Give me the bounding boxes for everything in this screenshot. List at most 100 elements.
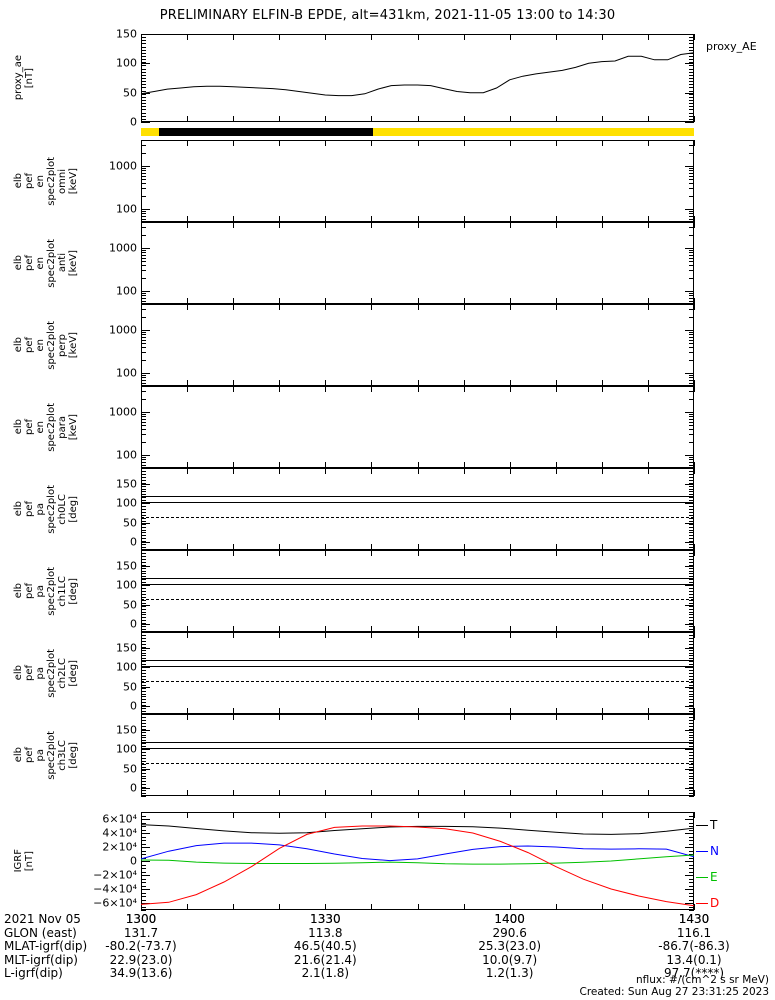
ylabel-line: [deg] bbox=[68, 741, 79, 769]
y-tick-label: 50 bbox=[123, 598, 137, 612]
panel-elb_pef_pa_spec2plot_ch0LC bbox=[141, 468, 694, 550]
legend-swatch-D bbox=[696, 903, 708, 904]
info-cell: 131.7 bbox=[123, 925, 159, 940]
y-tick-label: 0 bbox=[130, 781, 137, 795]
footer-created: Created: Sun Aug 27 23:31:25 2023 bbox=[579, 986, 770, 998]
ylabel-line: pef bbox=[24, 746, 35, 764]
ylabel-line: ch1LC bbox=[57, 575, 68, 607]
y-tick-label: 50 bbox=[123, 516, 137, 530]
spin-phase-segment bbox=[373, 128, 694, 136]
ylabel-line: pef bbox=[24, 664, 35, 682]
spin-phase-segment bbox=[159, 128, 374, 136]
y-tick-label: 100 bbox=[116, 202, 137, 216]
legend-item-N: N bbox=[710, 844, 719, 858]
info-cell: 116.1 bbox=[676, 925, 712, 940]
ylabel-line: anti bbox=[57, 253, 68, 273]
y-tick-label: 150 bbox=[116, 559, 137, 573]
ylabel-line: spec2plot bbox=[46, 320, 57, 370]
ylabel-line: pef bbox=[24, 582, 35, 600]
ylabel-line: spec2plot bbox=[46, 648, 57, 698]
info-cell: -80.2(-73.7) bbox=[105, 939, 177, 953]
ylabel-IGRF: IGRF [nT] bbox=[13, 812, 36, 910]
info-cell: 1400 bbox=[494, 912, 525, 926]
info-cell: 10.0(9.7) bbox=[482, 952, 538, 967]
ylabel-line: [keV] bbox=[68, 249, 79, 277]
ylabel-line: para bbox=[57, 415, 68, 439]
series-layer-IGRF bbox=[141, 824, 694, 907]
ylabel-elb_pef_en_spec2plot_omni: elb pef en spec2plot omni [keV] bbox=[13, 140, 80, 222]
y-tick-label: 100 bbox=[116, 366, 137, 380]
ylabel-line: elb bbox=[13, 255, 24, 271]
y-tick-label: 150 bbox=[116, 477, 137, 491]
ylabel-proxy_ae: proxy_ae [nT] bbox=[13, 34, 36, 122]
ylabel-line: elb bbox=[13, 501, 24, 517]
info-cell: -86.7(-86.3) bbox=[658, 939, 730, 953]
ylabel-elb_pef_pa_spec2plot_ch0LC: elb pef pa spec2plot ch0LC [deg] bbox=[13, 468, 80, 550]
series-T bbox=[141, 824, 694, 835]
reference-line-dashed bbox=[141, 680, 694, 682]
x-tick-label: 1330 bbox=[310, 912, 341, 926]
ylabel-line: pa bbox=[35, 584, 46, 598]
reference-line-dashed bbox=[141, 598, 694, 600]
footer-notes: nflux: #/(cm^2 s sr MeV) Created: Sun Au… bbox=[580, 974, 770, 998]
info-cell: 1330 bbox=[310, 912, 341, 926]
info-cell: 46.5(40.5) bbox=[293, 939, 357, 953]
info-cell: 21.6(21.4) bbox=[293, 952, 357, 967]
ylabel-line: spec2plot bbox=[46, 156, 57, 206]
y-tick-label: 100 bbox=[116, 578, 137, 592]
ylabel-line: pef bbox=[24, 336, 35, 354]
ylabel-line: spec2plot bbox=[46, 402, 57, 452]
legend-item-E: E bbox=[710, 870, 718, 884]
ylabel-line: [keV] bbox=[68, 331, 79, 359]
ylabel-line: elb bbox=[13, 173, 24, 189]
series-layer-proxy_ae bbox=[141, 52, 694, 97]
info-cell: 1430 bbox=[678, 912, 710, 926]
y-tick-label: 50 bbox=[123, 680, 137, 694]
y-tick-label: 100 bbox=[116, 448, 137, 462]
info-row-label: MLAT-igrf(dip) bbox=[4, 939, 88, 953]
footer-units: nflux: #/(cm^2 s sr MeV) bbox=[636, 974, 769, 986]
ylabel-line: elb bbox=[13, 337, 24, 353]
ylabel-line: pa bbox=[35, 748, 46, 762]
panel-elb_pef_en_spec2plot_omni bbox=[141, 140, 694, 222]
ylabel-line: en bbox=[35, 338, 46, 352]
ylabel-elb_pef_pa_spec2plot_ch3LC: elb pef pa spec2plot ch3LC [deg] bbox=[13, 714, 80, 796]
series-proxy_AE bbox=[141, 52, 694, 97]
info-cell: 290.6 bbox=[492, 925, 527, 940]
panel-elb_pef_pa_spec2plot_ch3LC bbox=[141, 714, 694, 796]
panel-elb_pef_en_spec2plot_perp bbox=[141, 304, 694, 386]
y-tick-label: 100 bbox=[116, 742, 137, 756]
ylabel-line: ch2LC bbox=[57, 657, 68, 689]
y-tick-label: 0 bbox=[130, 699, 137, 713]
reference-line-dashed bbox=[141, 516, 694, 518]
y-tick-label: −6×10⁴ bbox=[93, 896, 137, 910]
y-tick-label: 100 bbox=[116, 496, 137, 510]
page-title: PRELIMINARY ELFIN-B EPDE, alt=431km, 202… bbox=[159, 8, 616, 23]
y-tick-label: 50 bbox=[123, 762, 137, 776]
ylabel-elb_pef_en_spec2plot_anti: elb pef en spec2plot anti [keV] bbox=[13, 222, 80, 304]
y-tick-label: 100 bbox=[116, 284, 137, 298]
y-tick-label: 0 bbox=[130, 854, 137, 868]
legend-proxy-ae: proxy_AE bbox=[706, 40, 757, 53]
info-row-label: L-igrf(dip) bbox=[4, 966, 63, 980]
ylabel-line: pa bbox=[35, 666, 46, 680]
ylabel-line: ch3LC bbox=[57, 739, 68, 771]
ylabel-line: pef bbox=[24, 172, 35, 190]
ylabel-line: ch0LC bbox=[57, 493, 68, 525]
x-tick-label: 1430 bbox=[678, 912, 710, 926]
ylabel-elb_pef_en_spec2plot_perp: elb pef en spec2plot perp [keV] bbox=[13, 304, 80, 386]
ylabel-line: spec2plot bbox=[46, 566, 57, 616]
x-tick-label: 1300 bbox=[125, 912, 157, 926]
y-tick-label: 100 bbox=[116, 660, 137, 674]
panel-elb_pef_en_spec2plot_anti bbox=[141, 222, 694, 304]
y-tick-label: 6×10⁴ bbox=[102, 812, 137, 826]
spin-phase-segment bbox=[141, 128, 160, 136]
legend-item-D: D bbox=[710, 896, 720, 910]
series-N bbox=[141, 842, 694, 862]
ylabel-line: perp bbox=[57, 333, 68, 357]
panel-elb_pef_en_spec2plot_para bbox=[141, 386, 694, 468]
info-cell: 2.1(1.8) bbox=[301, 966, 350, 980]
ylabel-line: pef bbox=[24, 500, 35, 518]
ylabel-line: [keV] bbox=[68, 167, 79, 195]
reference-line-dashed bbox=[141, 762, 694, 764]
